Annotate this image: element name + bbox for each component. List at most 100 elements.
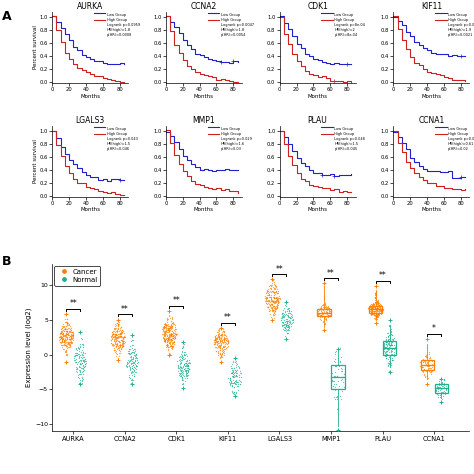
Point [164, 342, 172, 349]
Point [442, 386, 450, 394]
Point [264, 292, 271, 299]
Point [113, 334, 120, 342]
Point [169, 334, 176, 342]
Point [64, 321, 72, 329]
Point [286, 319, 293, 327]
Point [163, 325, 170, 333]
Point [160, 323, 168, 331]
Point [162, 323, 170, 331]
Point [430, 364, 438, 371]
Point [236, 364, 243, 371]
Point [367, 305, 375, 312]
Point [183, 358, 191, 365]
Point [234, 386, 242, 394]
Point [170, 329, 178, 337]
Point [115, 332, 122, 340]
Point [388, 338, 396, 346]
Point [285, 327, 292, 334]
Point [167, 331, 175, 339]
Point [330, 373, 337, 381]
Point [274, 298, 282, 306]
Point [265, 292, 273, 299]
Point [57, 327, 64, 335]
Point [169, 342, 176, 349]
Point [385, 322, 393, 330]
Point [374, 304, 382, 311]
Point [67, 328, 74, 335]
Point [215, 335, 223, 342]
Point [164, 335, 172, 343]
Point [129, 365, 137, 373]
Point [172, 334, 179, 342]
Point [374, 304, 382, 312]
Point [73, 349, 81, 356]
Point [79, 346, 86, 354]
Point [265, 297, 273, 305]
Point [173, 331, 180, 338]
Point [229, 379, 237, 387]
Point [229, 389, 237, 396]
Point [436, 375, 444, 383]
Point [382, 351, 390, 358]
Point [424, 358, 432, 366]
Point [125, 357, 132, 365]
Point [165, 328, 173, 335]
Point [60, 328, 68, 335]
Point [273, 289, 281, 297]
Point [168, 343, 176, 351]
Point [73, 351, 80, 359]
Point [113, 345, 121, 353]
Point [381, 337, 389, 345]
Point [423, 373, 431, 380]
Point [59, 334, 66, 341]
Point [278, 322, 285, 329]
Point [62, 337, 70, 344]
Point [64, 339, 72, 347]
Point [80, 363, 87, 371]
Point [274, 287, 282, 295]
Point [76, 370, 84, 378]
Point [374, 310, 382, 318]
Point [419, 368, 427, 375]
Point [116, 342, 123, 349]
Point [229, 367, 237, 374]
Point [128, 337, 135, 345]
Point [267, 297, 274, 305]
Point [125, 359, 132, 367]
Point [327, 311, 334, 319]
Point [164, 326, 172, 334]
Point [179, 363, 187, 371]
Point [273, 288, 280, 295]
Point [60, 331, 68, 339]
Point [270, 291, 278, 298]
Point [267, 294, 274, 301]
Point [216, 345, 224, 352]
Point [321, 320, 328, 328]
Text: A: A [2, 10, 12, 23]
Point [167, 323, 174, 331]
Point [116, 341, 124, 349]
Point [57, 325, 65, 333]
Point [431, 382, 439, 389]
Point [234, 382, 241, 390]
Point [215, 332, 223, 340]
Point [76, 367, 84, 375]
Point [166, 339, 173, 346]
Point [388, 337, 395, 345]
Point [263, 289, 270, 297]
Point [179, 381, 186, 388]
Point [65, 333, 73, 341]
X-axis label: Months: Months [421, 93, 441, 99]
Point [268, 287, 276, 295]
Point [388, 341, 396, 349]
Point [224, 339, 232, 346]
Point [369, 302, 377, 310]
Point [211, 332, 219, 339]
Point [370, 301, 378, 309]
Point [422, 351, 430, 358]
Point [165, 331, 173, 338]
Point [79, 362, 86, 370]
Point [216, 324, 224, 331]
Point [133, 362, 141, 369]
Point [228, 363, 235, 370]
